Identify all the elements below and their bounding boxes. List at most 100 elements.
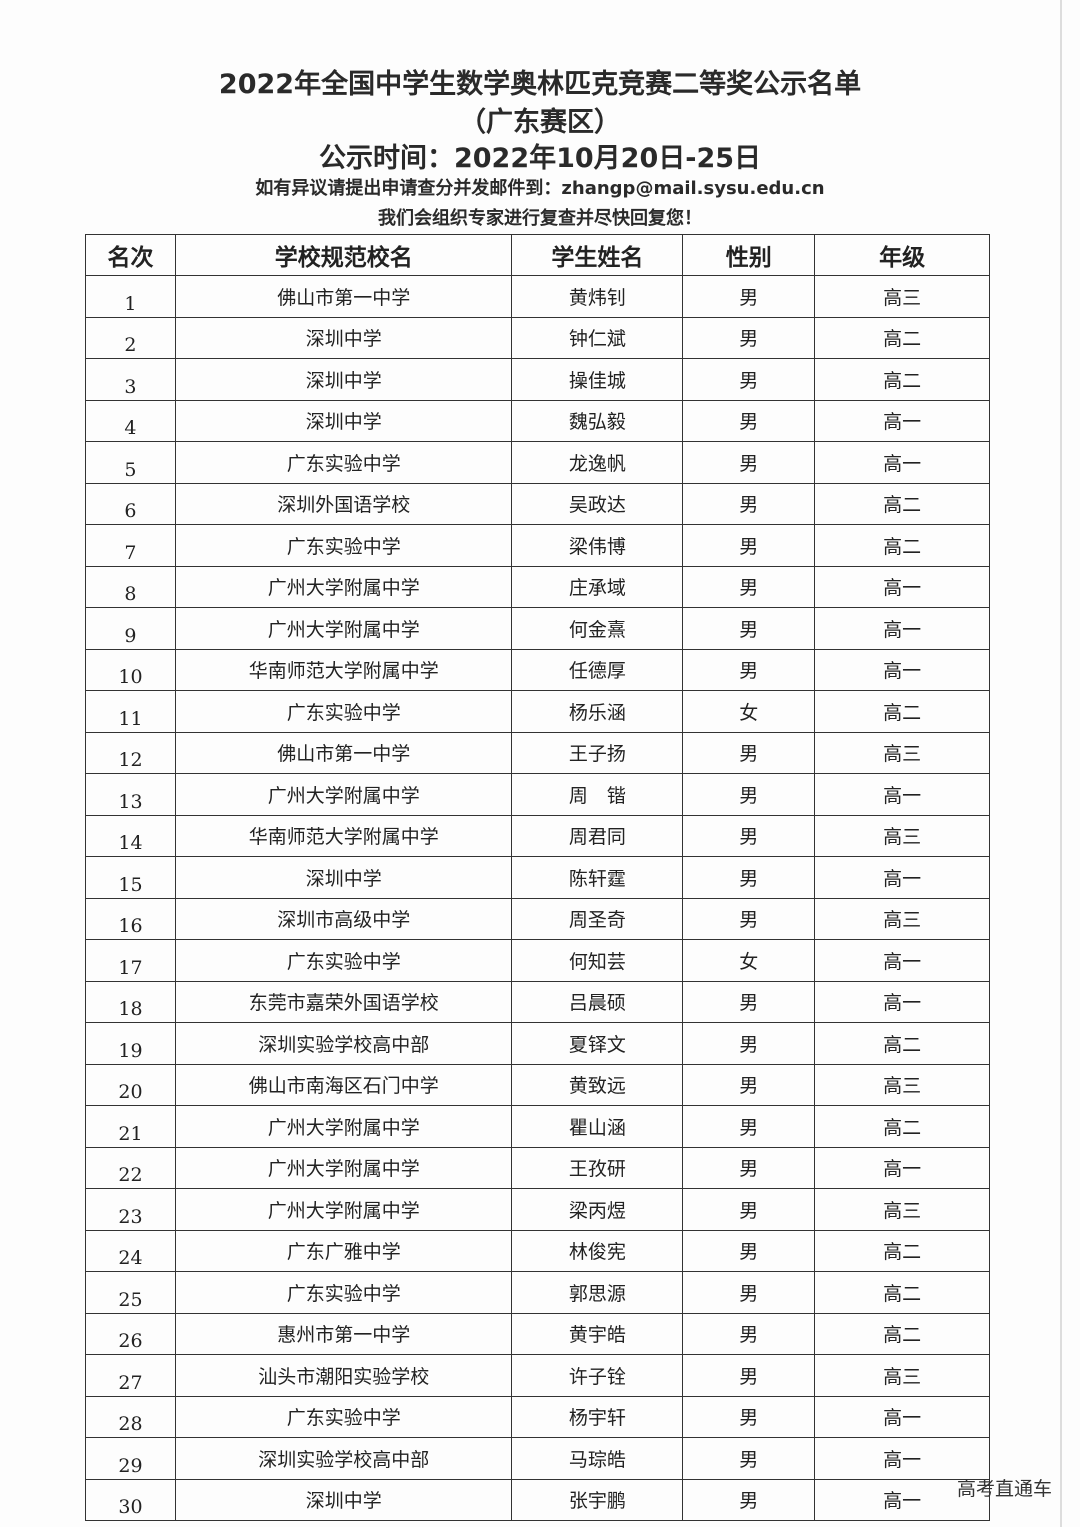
grade-cell: 高二 <box>814 1271 990 1314</box>
grade-cell: 高二 <box>814 1229 990 1272</box>
table-row: 26 惠州市第一中学 黄宇皓男高二 <box>85 1312 990 1355</box>
student-name-cell: 魏弘毅 <box>511 399 684 442</box>
school-cell: 广州大学附属中学 <box>174 1105 513 1148</box>
student-name-cell: 庄承域 <box>511 565 684 608</box>
region-subtitle: （广东赛区） <box>459 107 621 138</box>
grade-cell: 高三 <box>814 731 990 774</box>
gender-cell: 男 <box>682 482 816 525</box>
rank-cell: 18 <box>85 980 176 1023</box>
table-row: 14 华南师范大学附属中学 周君同男高三 <box>85 814 990 857</box>
student-name-cell: 夏铎文 <box>511 1022 684 1065</box>
rank-cell: 30 <box>85 1478 176 1521</box>
gender-cell: 男 <box>682 856 816 899</box>
school-cell: 汕头市潮阳实验学校 <box>174 1354 513 1397</box>
table-row: 8 广州大学附属中学 庄承域男高一 <box>85 565 990 608</box>
school-cell: 广州大学附属中学 <box>174 1146 513 1189</box>
table-row: 19 深圳实验学校高中部 夏铎文男高二 <box>85 1022 990 1065</box>
student-name-cell: 许子铨 <box>511 1354 684 1397</box>
table-row: 23 广州大学附属中学 梁丙煜男高三 <box>85 1188 990 1231</box>
school-cell: 广东广雅中学 <box>174 1229 513 1272</box>
table-row: 30 深圳中学 张宇鹏男高一 <box>85 1478 990 1521</box>
school-cell: 佛山市南海区石门中学 <box>174 1063 513 1106</box>
school-cell: 东莞市嘉荣外国语学校 <box>174 980 513 1023</box>
school-cell: 广州大学附属中学 <box>174 607 513 650</box>
rank-cell: 25 <box>85 1271 176 1314</box>
table-row: 1 佛山市第一中学 黄炜钊男高三 <box>85 275 990 318</box>
student-name-cell: 黄宇皓 <box>511 1312 684 1355</box>
rank-cell: 13 <box>85 773 176 816</box>
gender-cell: 男 <box>682 1105 816 1148</box>
school-cell: 广东实验中学 <box>174 1271 513 1314</box>
column-header-student: 学生姓名 <box>511 234 684 276</box>
school-cell: 深圳外国语学校 <box>174 482 513 525</box>
student-name-cell: 周圣奇 <box>511 897 684 940</box>
student-name-cell: 马琮皓 <box>511 1437 684 1480</box>
column-header-rank: 名次 <box>85 234 176 276</box>
grade-cell: 高二 <box>814 1105 990 1148</box>
table-row: 28 广东实验中学 杨宇轩男高一 <box>85 1395 990 1438</box>
grade-cell: 高三 <box>814 275 990 318</box>
student-name-cell: 吕晨硕 <box>511 980 684 1023</box>
gender-cell: 男 <box>682 524 816 567</box>
gender-cell: 男 <box>682 1271 816 1314</box>
school-cell: 佛山市第一中学 <box>174 731 513 774</box>
school-cell: 广州大学附属中学 <box>174 565 513 608</box>
rank-cell: 21 <box>85 1105 176 1148</box>
grade-cell: 高一 <box>814 1478 990 1521</box>
table-row: 25 广东实验中学 郭思源男高二 <box>85 1271 990 1314</box>
rank-cell: 27 <box>85 1354 176 1397</box>
rank-cell: 15 <box>85 856 176 899</box>
grade-cell: 高三 <box>814 1063 990 1106</box>
gender-cell: 男 <box>682 648 816 691</box>
gender-cell: 男 <box>682 607 816 650</box>
grade-cell: 高二 <box>814 316 990 359</box>
table-header-row: 名次 学校规范校名 学生姓名 性别 年级 <box>85 234 990 276</box>
grade-cell: 高二 <box>814 358 990 401</box>
column-header-grade: 年级 <box>814 234 990 276</box>
grade-cell: 高一 <box>814 441 990 484</box>
school-cell: 佛山市第一中学 <box>174 275 513 318</box>
gender-cell: 男 <box>682 1229 816 1272</box>
table-row: 27 汕头市潮阳实验学校 许子铨男高三 <box>85 1354 990 1397</box>
gender-cell: 男 <box>682 980 816 1023</box>
school-cell: 深圳实验学校高中部 <box>174 1022 513 1065</box>
grade-cell: 高二 <box>814 1312 990 1355</box>
grade-cell: 高一 <box>814 565 990 608</box>
school-cell: 深圳中学 <box>174 316 513 359</box>
appeal-notice: 如有异议请提出申请查分并发邮件到：zhangp@mail.sysu.edu.cn <box>255 178 825 199</box>
rank-cell: 26 <box>85 1312 176 1355</box>
table-row: 21 广州大学附属中学 瞿山涵男高二 <box>85 1105 990 1148</box>
gender-cell: 男 <box>682 1395 816 1438</box>
table-row: 15 深圳中学 陈轩霆男高一 <box>85 856 990 899</box>
table-row: 3 深圳中学 操佳城男高二 <box>85 358 990 401</box>
student-name-cell: 张宇鹏 <box>511 1478 684 1521</box>
table-row: 22 广州大学附属中学 王孜研男高一 <box>85 1146 990 1189</box>
gender-cell: 男 <box>682 1478 816 1521</box>
scan-edge <box>1060 0 1062 1527</box>
grade-cell: 高二 <box>814 1022 990 1065</box>
rank-cell: 3 <box>85 358 176 401</box>
school-cell: 深圳中学 <box>174 1478 513 1521</box>
grade-cell: 高一 <box>814 773 990 816</box>
grade-cell: 高一 <box>814 607 990 650</box>
student-name-cell: 钟仁斌 <box>511 316 684 359</box>
school-cell: 华南师范大学附属中学 <box>174 814 513 857</box>
table-row: 2 深圳中学 钟仁斌男高二 <box>85 316 990 359</box>
rank-cell: 17 <box>85 939 176 982</box>
rank-cell: 10 <box>85 648 176 691</box>
table-row: 5 广东实验中学 龙逸帆男高一 <box>85 441 990 484</box>
gender-cell: 男 <box>682 565 816 608</box>
school-cell: 广东实验中学 <box>174 690 513 733</box>
rank-cell: 6 <box>85 482 176 525</box>
table-row: 17 广东实验中学 何知芸女高一 <box>85 939 990 982</box>
rank-cell: 24 <box>85 1229 176 1272</box>
grade-cell: 高二 <box>814 482 990 525</box>
rank-cell: 23 <box>85 1188 176 1231</box>
rank-cell: 22 <box>85 1146 176 1189</box>
student-name-cell: 王孜研 <box>511 1146 684 1189</box>
school-cell: 华南师范大学附属中学 <box>174 648 513 691</box>
gender-cell: 男 <box>682 441 816 484</box>
rank-cell: 28 <box>85 1395 176 1438</box>
school-cell: 广东实验中学 <box>174 441 513 484</box>
rank-cell: 8 <box>85 565 176 608</box>
